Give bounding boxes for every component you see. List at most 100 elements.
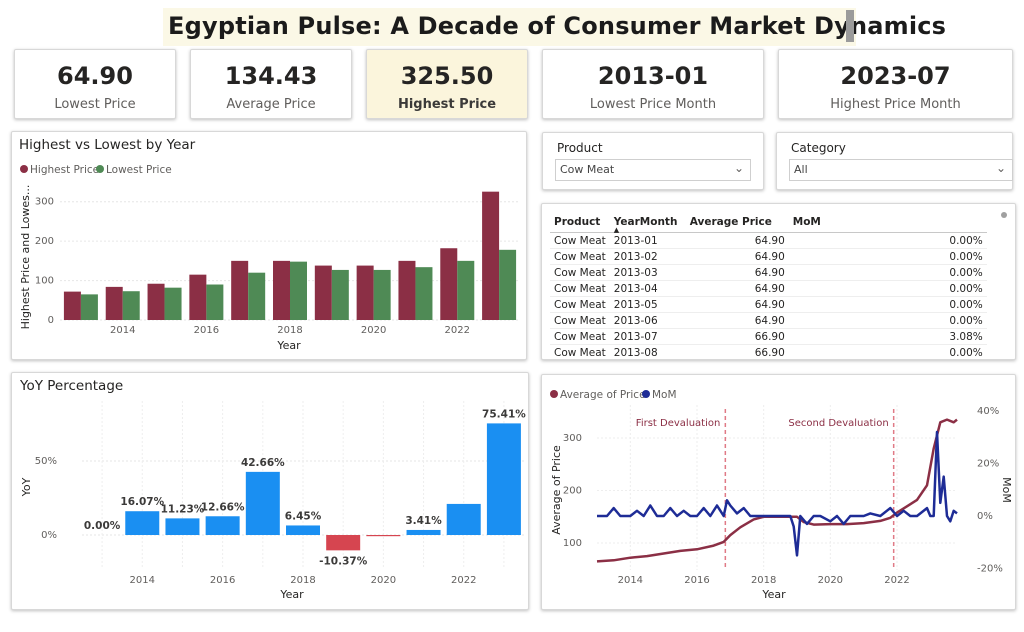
price-trend-chart-card: Average of Price MoM Average of Price Mo… <box>541 374 1016 610</box>
table-row[interactable]: Cow Meat 2013-01 64.90 0.00% <box>550 233 987 249</box>
data-label: 12.66% <box>201 501 245 513</box>
column-header-average-price[interactable]: Average Price <box>689 216 772 228</box>
y-tick-label: 0% <box>41 530 57 541</box>
data-label: 3.41% <box>405 515 442 527</box>
bar-negative <box>366 535 401 537</box>
dropdown-value: Cow Meat <box>560 163 615 176</box>
y-tick-label: 100 <box>563 538 582 549</box>
cell-product: Cow Meat <box>554 330 606 343</box>
x-tick-label: 2016 <box>194 325 219 336</box>
kpi-label: Lowest Price <box>54 97 136 112</box>
column-header-yearmonth[interactable]: YearMonth ▲ <box>610 212 686 234</box>
cell-product: Cow Meat <box>554 346 606 359</box>
bar-lowest <box>457 260 475 320</box>
y2-tick-label: -20% <box>977 564 1003 575</box>
bar-highest <box>440 248 458 320</box>
cell-yearmonth: 2013-06 <box>613 314 658 327</box>
table-row[interactable]: Cow Meat 2013-07 66.90 3.08% <box>550 329 987 345</box>
slicer-title: Category <box>791 141 846 155</box>
mom-line <box>597 430 958 557</box>
bar-highest <box>189 274 207 320</box>
cell-mom: 0.00% <box>949 298 983 311</box>
x-axis-label: Year <box>279 588 304 601</box>
y-tick-label: 200 <box>563 486 582 497</box>
table-row[interactable]: Cow Meat 2013-04 64.90 0.00% <box>550 281 987 297</box>
cell-average-price: 66.90 <box>754 346 785 359</box>
bar-highest <box>273 260 290 320</box>
column-header-mom[interactable]: MoM <box>792 216 821 228</box>
y2-tick-label: 20% <box>977 459 999 470</box>
y-axis-label: Highest Price and Lowes... <box>19 185 32 330</box>
data-label: 0.00% <box>84 520 121 532</box>
legend-average-label: Average of Price <box>560 389 646 401</box>
sort-ascending-icon: ▲ <box>613 226 620 234</box>
column-header-label: YearMonth <box>613 216 678 228</box>
kpi-value: 64.90 <box>57 62 133 90</box>
bar-negative <box>326 535 361 551</box>
x-axis-label: Year <box>761 588 786 601</box>
price-table: Product YearMonth ▲ Average Price MoM Cow… <box>550 212 987 360</box>
legend-mom-marker <box>642 390 650 398</box>
x-tick-label: 2022 <box>451 575 476 586</box>
bar-lowest <box>499 249 517 320</box>
cell-average-price: 64.90 <box>754 234 785 247</box>
y2-axis-label: MoM <box>1000 477 1013 503</box>
kpi-value: 134.43 <box>224 62 318 90</box>
x-tick-label: 2014 <box>618 575 643 586</box>
cell-yearmonth: 2013-03 <box>613 266 658 279</box>
kpi-value: 325.50 <box>400 62 494 90</box>
y-tick-label: 50% <box>35 456 57 467</box>
cell-yearmonth: 2013-08 <box>613 346 658 359</box>
data-label: 6.45% <box>285 510 322 522</box>
cell-average-price: 64.90 <box>754 250 785 263</box>
yoy-chart-card: YoY Percentage YoY Year 0% 50% 0.00% 16.07%… <box>11 372 529 610</box>
chart-title: YoY Percentage <box>20 378 124 394</box>
bar-lowest <box>290 261 307 320</box>
data-label: -10.37% <box>319 555 368 567</box>
y-tick-label: 300 <box>35 197 54 208</box>
cell-product: Cow Meat <box>554 314 606 327</box>
bar-positive <box>286 525 320 535</box>
bar-positive <box>446 503 481 535</box>
legend-mom-label: MoM <box>652 389 677 401</box>
y-axis-label: YoY <box>20 477 33 497</box>
cell-yearmonth: 2013-05 <box>613 298 658 311</box>
product-dropdown[interactable]: Cow Meat ⌄ <box>555 159 751 181</box>
x-tick-label: 2014 <box>130 575 155 586</box>
data-label: 75.41% <box>482 408 526 420</box>
table-row[interactable]: Cow Meat 2013-02 64.90 0.00% <box>550 249 987 265</box>
table-row[interactable]: Cow Meat 2013-08 66.90 0.00% <box>550 345 987 360</box>
bar-positive <box>245 471 280 535</box>
x-tick-label: 2022 <box>884 575 909 586</box>
bar-lowest <box>373 269 391 320</box>
x-tick-label: 2016 <box>684 575 709 586</box>
x-tick-label: 2018 <box>277 325 302 336</box>
kpi-value: 2023-07 <box>840 62 951 90</box>
cell-product: Cow Meat <box>554 298 606 311</box>
cell-mom: 0.00% <box>949 282 983 295</box>
cell-mom: 0.00% <box>949 266 983 279</box>
kpi-card-highest-price: 325.50 Highest Price <box>366 49 528 119</box>
cell-mom: 0.00% <box>949 250 983 263</box>
kpi-label: Lowest Price Month <box>589 97 717 112</box>
category-dropdown[interactable]: All ⌄ <box>789 159 1013 181</box>
table-row[interactable]: Cow Meat 2013-06 64.90 0.00% <box>550 313 987 329</box>
cell-average-price: 64.90 <box>754 266 785 279</box>
data-label: 16.07% <box>120 496 164 508</box>
legend-average-marker <box>550 390 558 398</box>
scrollbar-thumb[interactable] <box>1001 212 1007 218</box>
column-header-product[interactable]: Product <box>554 216 601 228</box>
bar-highest <box>147 283 165 320</box>
x-axis-label: Year <box>276 339 301 352</box>
cell-average-price: 64.90 <box>754 298 785 311</box>
x-tick-label: 2016 <box>210 575 235 586</box>
table-row[interactable]: Cow Meat 2013-03 64.90 0.00% <box>550 265 987 281</box>
legend-lowest-label: Lowest Price <box>106 164 172 176</box>
y-tick-label: 200 <box>35 236 54 247</box>
x-tick-label: 2018 <box>751 575 776 586</box>
bar-highest <box>105 286 123 320</box>
price-trend-chart: Average of Price MoM Average of Price Mo… <box>550 389 1013 601</box>
x-tick-label: 2018 <box>290 575 315 586</box>
y-axis-label: Average of Price <box>550 445 563 535</box>
table-row[interactable]: Cow Meat 2013-05 64.90 0.00% <box>550 297 987 313</box>
